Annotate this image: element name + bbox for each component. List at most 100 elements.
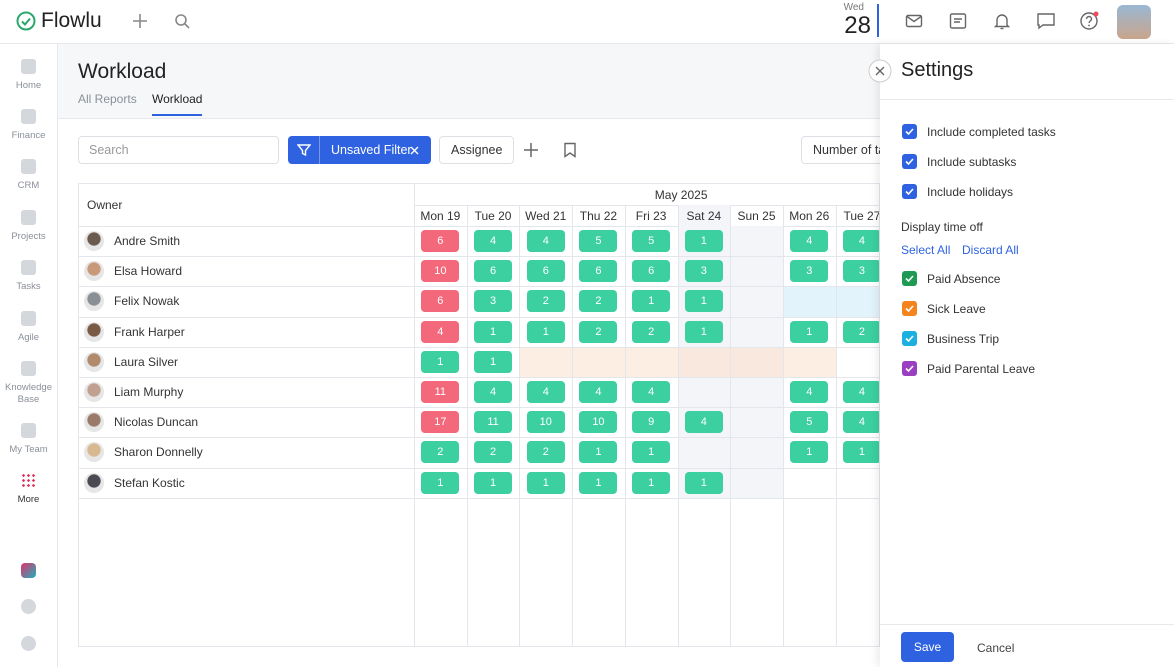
owner-name[interactable]: Laura Silver	[114, 354, 179, 369]
chat-icon[interactable]	[21, 636, 36, 651]
task-count[interactable]: 3	[474, 290, 513, 313]
task-count[interactable]: 6	[579, 260, 618, 283]
nav-icon[interactable]	[21, 260, 36, 275]
help-icon[interactable]	[1079, 11, 1101, 31]
checkbox[interactable]	[902, 184, 917, 199]
owner-name[interactable]: Elsa Howard	[114, 264, 183, 279]
nav-icon[interactable]	[21, 210, 36, 225]
task-count[interactable]: 4	[474, 381, 513, 403]
bell-icon[interactable]	[993, 12, 1011, 30]
task-count[interactable]: 1	[632, 290, 671, 313]
task-count[interactable]: 3	[684, 260, 723, 283]
nav-label[interactable]: Projects	[11, 231, 46, 242]
task-count[interactable]: 3	[842, 260, 879, 283]
task-count[interactable]: 4	[526, 381, 565, 403]
nav-label[interactable]: Tasks	[16, 281, 41, 292]
owner-name[interactable]: Stefan Kostic	[114, 475, 185, 490]
clear-filter[interactable]	[410, 146, 419, 155]
nav-icon[interactable]	[21, 361, 36, 376]
task-count[interactable]: 1	[684, 230, 723, 252]
tab[interactable]: Workload	[152, 92, 203, 116]
task-count[interactable]: 1	[579, 471, 618, 494]
nav-icon[interactable]	[21, 311, 36, 326]
nav-label[interactable]: More	[17, 494, 40, 505]
task-count[interactable]: 10	[526, 411, 565, 434]
task-count[interactable]: 6	[632, 260, 671, 283]
task-count[interactable]: 1	[790, 320, 829, 343]
cancel-button[interactable]: Cancel	[977, 641, 1015, 655]
task-count[interactable]: 1	[474, 350, 513, 373]
task-count[interactable]: 4	[842, 230, 879, 252]
nav-icon[interactable]	[21, 159, 36, 174]
task-count[interactable]: 2	[632, 320, 671, 343]
task-count[interactable]: 1	[526, 471, 565, 494]
owner-name[interactable]: Liam Murphy	[114, 385, 184, 399]
task-count[interactable]: 4	[421, 320, 460, 343]
task-count[interactable]: 6	[421, 290, 460, 313]
task-count[interactable]: 1	[474, 471, 513, 494]
task-count[interactable]: 2	[579, 320, 618, 343]
nav-label[interactable]: Agile	[17, 332, 40, 343]
task-count[interactable]: 11	[421, 381, 460, 403]
task-count[interactable]: 9	[632, 411, 671, 434]
add-filter[interactable]	[523, 142, 539, 158]
task-count[interactable]: 4	[842, 381, 879, 403]
task-count[interactable]: 4	[632, 381, 671, 403]
task-count[interactable]: 4	[474, 230, 513, 252]
task-count[interactable]: 2	[526, 441, 565, 464]
mail-icon[interactable]	[905, 12, 923, 30]
settings-icon[interactable]	[21, 599, 36, 614]
task-count[interactable]: 3	[790, 260, 829, 283]
task-count[interactable]: 1	[421, 471, 460, 494]
tab[interactable]: All Reports	[78, 92, 137, 106]
task-count[interactable]: 5	[579, 230, 618, 252]
owner-name[interactable]: Frank Harper	[114, 324, 185, 339]
checkbox[interactable]	[902, 331, 917, 346]
task-count[interactable]: 4	[526, 230, 565, 252]
task-count[interactable]: 2	[526, 290, 565, 313]
task-count[interactable]: 1	[842, 441, 879, 464]
checkbox[interactable]	[902, 154, 917, 169]
task-count[interactable]: 5	[632, 230, 671, 252]
task-count[interactable]: 11	[474, 411, 513, 434]
task-count[interactable]: 1	[790, 441, 829, 464]
checkbox[interactable]	[902, 271, 917, 286]
task-count[interactable]: 10	[421, 260, 460, 283]
task-count[interactable]: 4	[790, 230, 829, 252]
owner-name[interactable]: Sharon Donnelly	[114, 445, 203, 460]
close-button[interactable]	[868, 59, 892, 83]
task-count[interactable]: 17	[421, 411, 460, 434]
checkbox[interactable]	[902, 301, 917, 316]
owner-name[interactable]: Felix Nowak	[114, 294, 180, 309]
task-count[interactable]: 6	[526, 260, 565, 283]
task-count[interactable]: 1	[684, 471, 723, 494]
nav-label[interactable]: Finance	[11, 130, 46, 141]
task-count[interactable]: 1	[474, 320, 513, 343]
owner-name[interactable]: Nicolas Duncan	[114, 415, 199, 430]
nav-label[interactable]: Knowledge Base	[4, 382, 52, 405]
task-count[interactable]: 10	[579, 411, 618, 434]
task-count[interactable]: 4	[842, 411, 879, 434]
task-count[interactable]: 6	[474, 260, 513, 283]
task-count[interactable]: 2	[842, 320, 879, 343]
nav-label[interactable]: CRM	[17, 180, 40, 191]
assignee-button[interactable]: Assignee	[439, 136, 515, 164]
task-count[interactable]: 1	[579, 441, 618, 464]
search-button[interactable]	[174, 13, 190, 29]
task-count[interactable]: 4	[579, 381, 618, 403]
task-count[interactable]: 1	[421, 350, 460, 373]
bookmark[interactable]	[563, 142, 577, 158]
select-all[interactable]: Select All	[901, 243, 951, 257]
checkbox[interactable]	[902, 361, 917, 376]
user-avatar[interactable]	[1117, 5, 1151, 39]
search-input[interactable]: Search	[78, 136, 279, 164]
task-count[interactable]: 2	[474, 441, 513, 464]
task-count[interactable]: 6	[421, 230, 460, 252]
discard-all[interactable]: Discard All	[962, 243, 1019, 257]
nav-label[interactable]: My Team	[9, 444, 48, 455]
nav-icon[interactable]	[21, 109, 36, 124]
task-count[interactable]: 1	[526, 320, 565, 343]
task-count[interactable]: 2	[579, 290, 618, 313]
task-count[interactable]: 4	[684, 411, 723, 434]
task-count[interactable]: 2	[421, 441, 460, 464]
